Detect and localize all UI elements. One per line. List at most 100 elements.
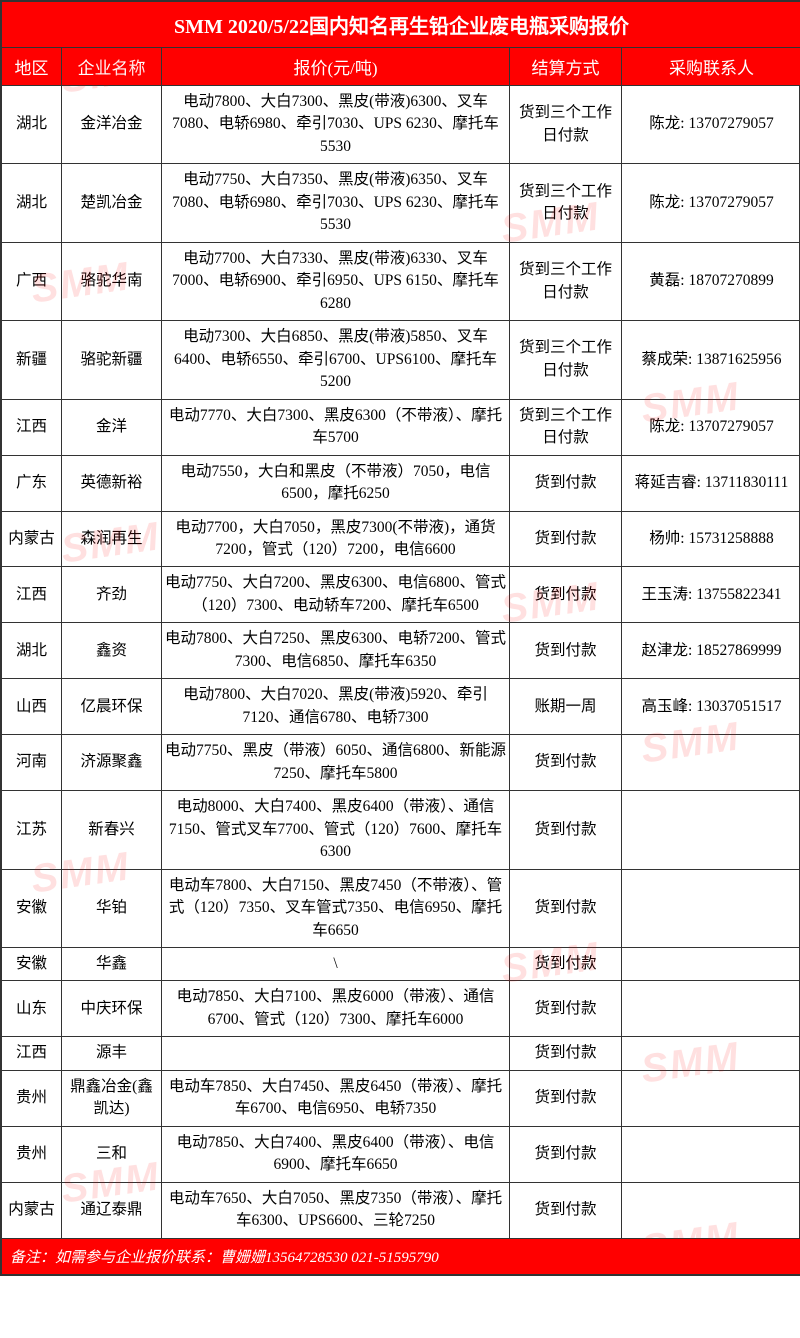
cell-company: 亿晨环保 bbox=[62, 679, 162, 735]
cell-contact bbox=[622, 981, 800, 1037]
price-table: SMM 2020/5/22国内知名再生铅企业废电瓶采购报价 地区 企业名称 报价… bbox=[1, 1, 800, 1275]
cell-contact bbox=[622, 1182, 800, 1238]
cell-quote: 电动7750、大白7350、黑皮(带液)6350、叉车7080、电轿6980、牵… bbox=[162, 164, 510, 242]
table-row: 安徽华鑫\货到付款 bbox=[2, 948, 800, 981]
cell-quote: 电动车7800、大白7150、黑皮7450（不带液）、管式（120）7350、叉… bbox=[162, 869, 510, 947]
cell-quote: 电动7800、大白7250、黑皮6300、电轿7200、管式7300、电信685… bbox=[162, 623, 510, 679]
cell-region: 湖北 bbox=[2, 86, 62, 164]
cell-quote: 电动车7850、大白7450、黑皮6450（带液）、摩托车6700、电信6950… bbox=[162, 1070, 510, 1126]
header-region: 地区 bbox=[2, 48, 62, 86]
cell-company: 华鑫 bbox=[62, 948, 162, 981]
cell-quote: 电动车7650、大白7050、黑皮7350（带液）、摩托车6300、UPS660… bbox=[162, 1182, 510, 1238]
cell-contact: 陈龙: 13707279057 bbox=[622, 164, 800, 242]
cell-payment: 货到付款 bbox=[510, 567, 622, 623]
cell-payment: 货到三个工作日付款 bbox=[510, 242, 622, 320]
table-row: 内蒙古通辽泰鼎电动车7650、大白7050、黑皮7350（带液）、摩托车6300… bbox=[2, 1182, 800, 1238]
cell-region: 山东 bbox=[2, 981, 62, 1037]
cell-payment: 货到三个工作日付款 bbox=[510, 164, 622, 242]
cell-payment: 货到付款 bbox=[510, 1126, 622, 1182]
table-row: 广西骆驼华南电动7700、大白7330、黑皮(带液)6330、叉车7000、电轿… bbox=[2, 242, 800, 320]
cell-payment: 账期一周 bbox=[510, 679, 622, 735]
cell-region: 江西 bbox=[2, 1037, 62, 1070]
cell-quote: 电动7750、大白7200、黑皮6300、电信6800、管式（120）7300、… bbox=[162, 567, 510, 623]
cell-quote: 电动7800、大白7020、黑皮(带液)5920、牵引7120、通信6780、电… bbox=[162, 679, 510, 735]
cell-payment: 货到付款 bbox=[510, 1182, 622, 1238]
table-row: 湖北楚凯冶金电动7750、大白7350、黑皮(带液)6350、叉车7080、电轿… bbox=[2, 164, 800, 242]
cell-region: 江西 bbox=[2, 567, 62, 623]
price-table-container: SMM 2020/5/22国内知名再生铅企业废电瓶采购报价 地区 企业名称 报价… bbox=[0, 0, 800, 1276]
cell-region: 安徽 bbox=[2, 948, 62, 981]
cell-payment: 货到付款 bbox=[510, 455, 622, 511]
cell-payment: 货到付款 bbox=[510, 791, 622, 869]
table-row: 广东英德新裕电动7550，大白和黑皮（不带液）7050，电信6500，摩托625… bbox=[2, 455, 800, 511]
header-company: 企业名称 bbox=[62, 48, 162, 86]
table-row: 内蒙古森润再生电动7700，大白7050，黑皮7300(不带液)，通货7200，… bbox=[2, 511, 800, 567]
cell-quote: 电动7550，大白和黑皮（不带液）7050，电信6500，摩托6250 bbox=[162, 455, 510, 511]
cell-contact: 蔡成荣: 13871625956 bbox=[622, 321, 800, 399]
cell-region: 河南 bbox=[2, 735, 62, 791]
cell-payment: 货到三个工作日付款 bbox=[510, 86, 622, 164]
cell-quote: 电动8000、大白7400、黑皮6400（带液）、通信7150、管式叉车7700… bbox=[162, 791, 510, 869]
cell-company: 中庆环保 bbox=[62, 981, 162, 1037]
cell-quote bbox=[162, 1037, 510, 1070]
cell-company: 骆驼华南 bbox=[62, 242, 162, 320]
cell-contact: 蒋延吉睿: 13711830111 bbox=[622, 455, 800, 511]
table-row: 新疆骆驼新疆电动7300、大白6850、黑皮(带液)5850、叉车6400、电轿… bbox=[2, 321, 800, 399]
table-row: 湖北金洋冶金电动7800、大白7300、黑皮(带液)6300、叉车7080、电轿… bbox=[2, 86, 800, 164]
cell-contact: 王玉涛: 13755822341 bbox=[622, 567, 800, 623]
cell-company: 源丰 bbox=[62, 1037, 162, 1070]
cell-quote: 电动7750、黑皮（带液）6050、通信6800、新能源7250、摩托车5800 bbox=[162, 735, 510, 791]
table-row: 江西齐劲电动7750、大白7200、黑皮6300、电信6800、管式（120）7… bbox=[2, 567, 800, 623]
footer-note: 备注：如需参与企业报价联系：曹姗姗13564728530 021-5159579… bbox=[2, 1238, 800, 1274]
cell-quote: 电动7850、大白7400、黑皮6400（带液）、电信6900、摩托车6650 bbox=[162, 1126, 510, 1182]
cell-company: 济源聚鑫 bbox=[62, 735, 162, 791]
cell-quote: 电动7700，大白7050，黑皮7300(不带液)，通货7200，管式（120）… bbox=[162, 511, 510, 567]
header-contact: 采购联系人 bbox=[622, 48, 800, 86]
cell-contact: 高玉峰: 13037051517 bbox=[622, 679, 800, 735]
table-row: 贵州三和电动7850、大白7400、黑皮6400（带液）、电信6900、摩托车6… bbox=[2, 1126, 800, 1182]
cell-company: 新春兴 bbox=[62, 791, 162, 869]
cell-payment: 货到三个工作日付款 bbox=[510, 399, 622, 455]
cell-company: 楚凯冶金 bbox=[62, 164, 162, 242]
cell-payment: 货到付款 bbox=[510, 948, 622, 981]
table-row: 安徽华铂电动车7800、大白7150、黑皮7450（不带液）、管式（120）73… bbox=[2, 869, 800, 947]
table-row: 山西亿晨环保电动7800、大白7020、黑皮(带液)5920、牵引7120、通信… bbox=[2, 679, 800, 735]
table-row: 湖北鑫资电动7800、大白7250、黑皮6300、电轿7200、管式7300、电… bbox=[2, 623, 800, 679]
cell-payment: 货到付款 bbox=[510, 981, 622, 1037]
cell-payment: 货到付款 bbox=[510, 735, 622, 791]
cell-quote: 电动7850、大白7100、黑皮6000（带液）、通信6700、管式（120）7… bbox=[162, 981, 510, 1037]
table-row: 河南济源聚鑫电动7750、黑皮（带液）6050、通信6800、新能源7250、摩… bbox=[2, 735, 800, 791]
cell-company: 鼎鑫冶金(鑫凯达) bbox=[62, 1070, 162, 1126]
cell-payment: 货到付款 bbox=[510, 869, 622, 947]
cell-company: 华铂 bbox=[62, 869, 162, 947]
cell-company: 英德新裕 bbox=[62, 455, 162, 511]
cell-payment: 货到付款 bbox=[510, 1070, 622, 1126]
cell-payment: 货到付款 bbox=[510, 511, 622, 567]
cell-region: 江苏 bbox=[2, 791, 62, 869]
title-row: SMM 2020/5/22国内知名再生铅企业废电瓶采购报价 bbox=[2, 2, 800, 48]
cell-region: 贵州 bbox=[2, 1126, 62, 1182]
cell-contact: 陈龙: 13707279057 bbox=[622, 399, 800, 455]
cell-contact: 黄磊: 18707270899 bbox=[622, 242, 800, 320]
header-row: 地区 企业名称 报价(元/吨) 结算方式 采购联系人 bbox=[2, 48, 800, 86]
cell-region: 湖北 bbox=[2, 164, 62, 242]
cell-quote: 电动7800、大白7300、黑皮(带液)6300、叉车7080、电轿6980、牵… bbox=[162, 86, 510, 164]
cell-contact: 陈龙: 13707279057 bbox=[622, 86, 800, 164]
cell-region: 江西 bbox=[2, 399, 62, 455]
cell-region: 广东 bbox=[2, 455, 62, 511]
table-row: 江西金洋电动7770、大白7300、黑皮6300（不带液）、摩托车5700货到三… bbox=[2, 399, 800, 455]
cell-region: 山西 bbox=[2, 679, 62, 735]
cell-contact bbox=[622, 1070, 800, 1126]
cell-contact: 杨帅: 15731258888 bbox=[622, 511, 800, 567]
cell-company: 鑫资 bbox=[62, 623, 162, 679]
cell-contact bbox=[622, 791, 800, 869]
cell-company: 金洋冶金 bbox=[62, 86, 162, 164]
cell-quote: 电动7300、大白6850、黑皮(带液)5850、叉车6400、电轿6550、牵… bbox=[162, 321, 510, 399]
cell-region: 内蒙古 bbox=[2, 511, 62, 567]
table-row: 江西源丰货到付款 bbox=[2, 1037, 800, 1070]
cell-payment: 货到付款 bbox=[510, 623, 622, 679]
cell-region: 内蒙古 bbox=[2, 1182, 62, 1238]
cell-contact bbox=[622, 1037, 800, 1070]
table-row: 贵州鼎鑫冶金(鑫凯达)电动车7850、大白7450、黑皮6450（带液）、摩托车… bbox=[2, 1070, 800, 1126]
cell-region: 湖北 bbox=[2, 623, 62, 679]
